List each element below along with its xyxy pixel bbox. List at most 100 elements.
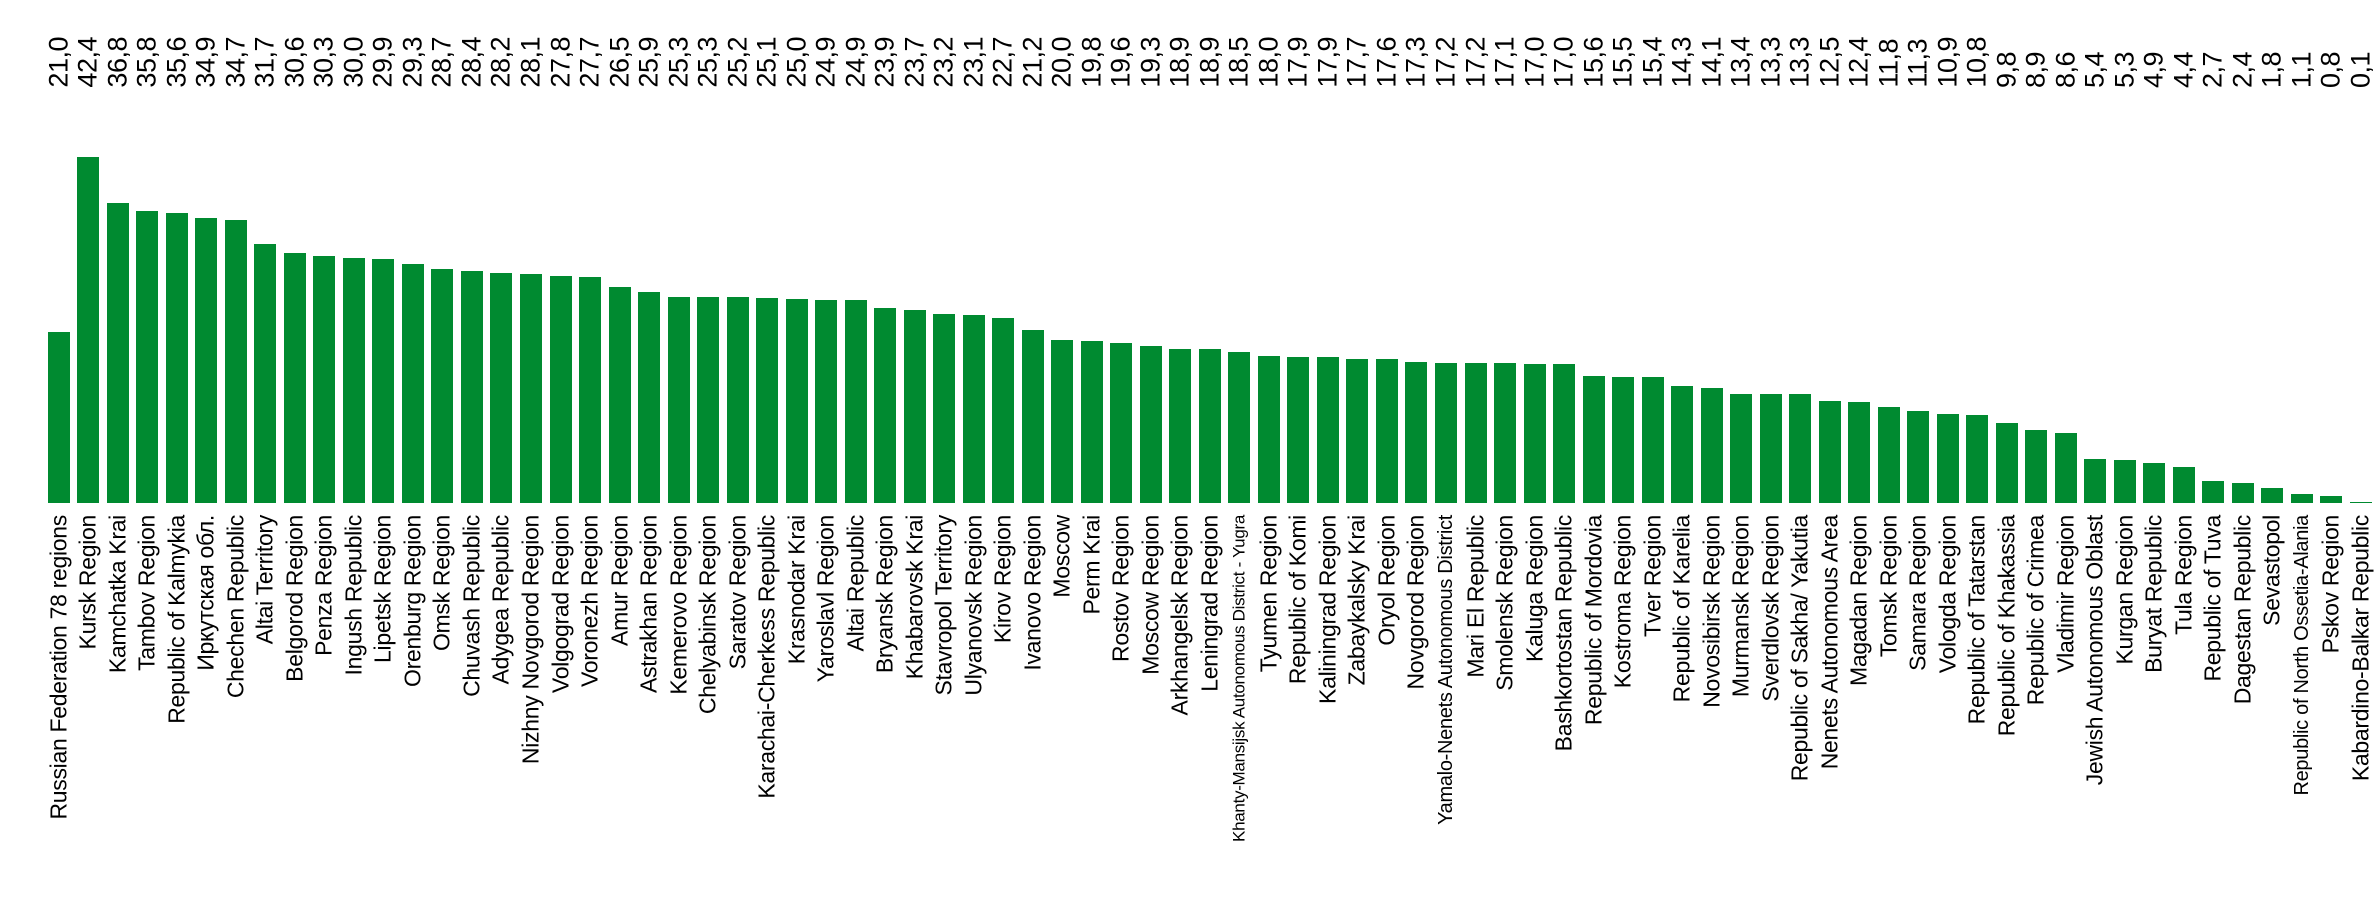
value-label-cell: 17,9 (1312, 0, 1343, 88)
plot-cell (1697, 88, 1727, 503)
value-label-cell: 10,9 (1932, 0, 1963, 88)
value-label-cell: 12,4 (1844, 0, 1874, 88)
bar (992, 317, 1015, 503)
value-label-cell: 25,2 (722, 0, 753, 88)
category-label: Buryat Republic (2140, 515, 2167, 673)
category-label-cell: Vladimir Region (2051, 503, 2081, 916)
category-label-cell: Sevastopol (2258, 503, 2288, 916)
plot-cell (1579, 88, 1609, 503)
category-label-cell: Adygea Republic (487, 503, 517, 916)
bar (2054, 432, 2077, 503)
plot-cell (1048, 88, 1078, 503)
value-label: 18,0 (1253, 37, 1284, 88)
value-label: 5,4 (2079, 51, 2110, 88)
category-label: Omsk Region (428, 515, 455, 652)
value-label-cell: 34,7 (220, 0, 251, 88)
value-label: 18,9 (1194, 37, 1225, 88)
bar (2084, 458, 2107, 503)
value-label-cell: 17,1 (1490, 0, 1520, 88)
category-label-cell: Omsk Region (428, 503, 458, 916)
category-label: Arkhangelsk Region (1166, 515, 1193, 716)
category-label: Moscow Region (1137, 515, 1164, 675)
plot-cell (428, 88, 458, 503)
bar (1080, 341, 1103, 503)
plot-cell (575, 88, 605, 503)
plot-cell (457, 88, 487, 503)
bar-column: 25,1 Karachai-Cherkess Republic (752, 0, 782, 916)
value-label: 27,8 (545, 37, 576, 88)
category-label: Republic of Khakassia (1993, 515, 2020, 737)
category-label: Rostov Region (1107, 515, 1134, 662)
plot-cell (1667, 88, 1697, 503)
value-label: 28,2 (485, 37, 516, 88)
bar (549, 276, 572, 503)
bar-column: 15,4 Tver Region (1637, 0, 1668, 916)
value-label-cell: 18,0 (1253, 0, 1284, 88)
bar-column: 17,9 Republic of Komi (1283, 0, 1314, 916)
value-label-cell: 28,1 (516, 0, 546, 88)
value-label: 36,8 (102, 37, 133, 88)
value-label: 25,2 (722, 37, 753, 88)
bar (1346, 358, 1369, 503)
value-label: 13,3 (1784, 37, 1815, 88)
category-label: Stavropol Territory (930, 515, 957, 696)
plot-cell (1549, 88, 1579, 503)
bar (1228, 352, 1251, 503)
value-label-cell: 27,7 (575, 0, 605, 88)
value-label-cell: 25,3 (663, 0, 694, 88)
bar (1051, 339, 1074, 503)
value-label-cell: 8,9 (2021, 0, 2052, 88)
category-label-cell: Buryat Republic (2140, 503, 2170, 916)
value-label-cell: 1,1 (2286, 0, 2317, 88)
bar-column: 27,8 Volgograd Region (545, 0, 576, 916)
value-label-cell: 17,9 (1283, 0, 1314, 88)
bar (874, 307, 897, 503)
value-label-cell: 9,8 (1991, 0, 2022, 88)
value-label-cell: 30,0 (338, 0, 369, 88)
bar (933, 313, 956, 503)
value-label: 26,5 (604, 37, 635, 88)
value-label: 35,6 (161, 37, 192, 88)
plot-cell (2051, 88, 2081, 503)
plot-cell (1903, 88, 1933, 503)
value-label: 34,7 (220, 37, 251, 88)
value-label: 1,8 (2256, 51, 2287, 88)
plot-cell (900, 88, 930, 503)
value-label: 28,7 (426, 37, 457, 88)
plot-cell (1195, 88, 1225, 503)
bar-column: 5,3 Kurgan Region (2109, 0, 2140, 916)
bar (1434, 362, 1457, 503)
category-label: Иркутская обл. (192, 515, 219, 671)
category-label-cell: Yamalo-Nenets Autonomous District (1431, 503, 1461, 916)
category-label-cell: Republic of Kalmykia (162, 503, 192, 916)
value-label-cell: 17,6 (1371, 0, 1402, 88)
bar (1523, 364, 1546, 503)
bar-column: 28,7 Omsk Region (426, 0, 458, 916)
category-label-cell: Belgorod Region (280, 503, 310, 916)
value-label-cell: 28,7 (426, 0, 458, 88)
category-label: Khanty-Mansijsk Autonomous District - Yu… (1229, 515, 1249, 842)
bar (1700, 387, 1723, 503)
category-label: Murmansk Region (1727, 515, 1754, 698)
category-label-cell: Republic of Tuva (2199, 503, 2229, 916)
bar (1907, 410, 1930, 503)
value-label: 17,9 (1312, 37, 1343, 88)
plot-cell (811, 88, 841, 503)
bar-column: 34,9 Иркутская обл. (191, 0, 222, 916)
value-label-cell: 29,9 (368, 0, 399, 88)
category-label-cell: Kursk Region (74, 503, 104, 916)
bar (608, 286, 631, 503)
bar (1257, 356, 1280, 503)
plot-cell (339, 88, 369, 503)
category-label-cell: Amur Region (605, 503, 635, 916)
category-label: Ulyanovsk Region (960, 515, 987, 696)
plot-cell (1372, 88, 1402, 503)
category-label-cell: Republic of Khakassia (1992, 503, 2022, 916)
plot-cell (1815, 88, 1845, 503)
category-label: Chechen Republic (222, 515, 249, 699)
bar-column: 11,8 Tomsk Region (1873, 0, 1904, 916)
value-label-cell: 14,1 (1696, 0, 1727, 88)
value-label-cell: 18,5 (1224, 0, 1255, 88)
bar-column: 23,2 Stavropol Territory (929, 0, 959, 916)
category-label: Tomsk Region (1875, 515, 1902, 658)
